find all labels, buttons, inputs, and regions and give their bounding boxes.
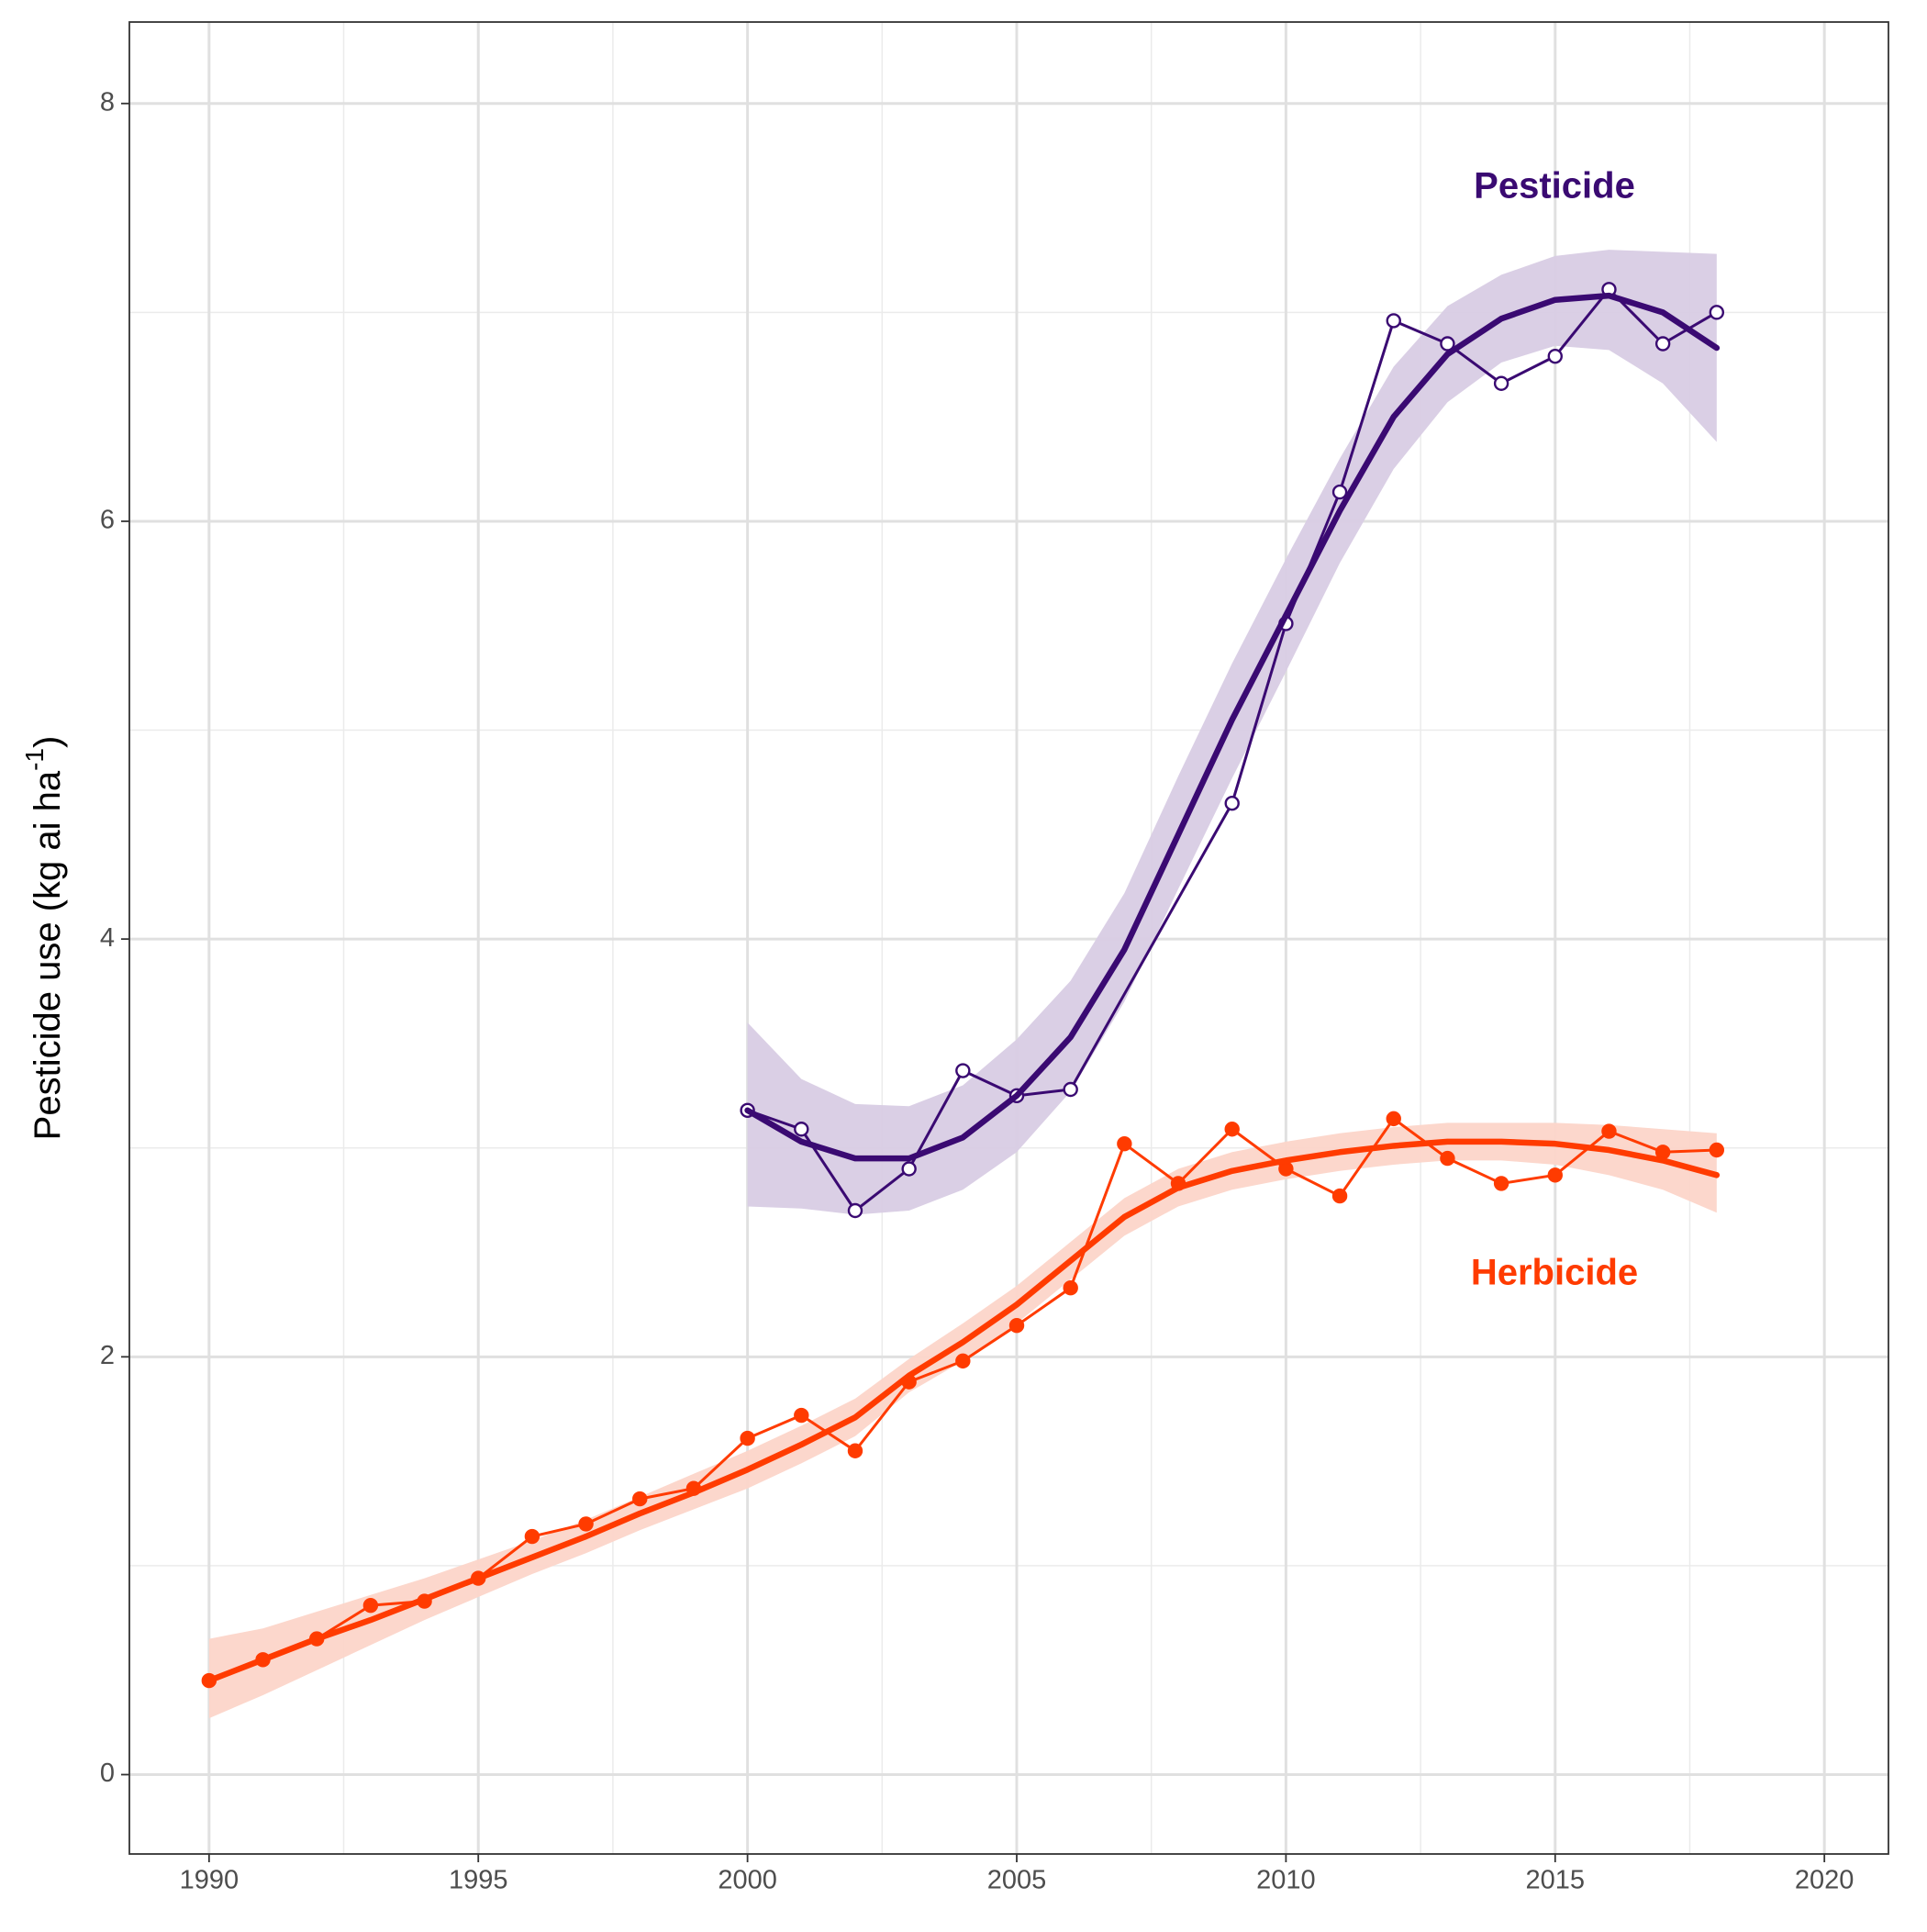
data-point <box>1547 348 1563 364</box>
y-tick-label: 8 <box>100 87 115 117</box>
x-tick-label: 2005 <box>987 1866 1047 1895</box>
x-tick-label: 1995 <box>449 1866 508 1895</box>
data-point <box>362 1597 379 1614</box>
y-tick-label: 0 <box>100 1759 115 1788</box>
data-point <box>632 1491 648 1507</box>
plot-area: Pesticide Herbicide <box>201 166 1725 1719</box>
data-point <box>1709 1142 1725 1158</box>
grid <box>129 22 1888 1854</box>
data-point <box>740 1430 755 1446</box>
data-point <box>578 1516 594 1532</box>
data-point <box>1063 1280 1078 1296</box>
fit-line <box>206 1138 1721 1684</box>
data-point <box>1709 305 1725 320</box>
data-point <box>847 1202 863 1219</box>
x-tick-label: 2020 <box>1795 1866 1855 1895</box>
data-point <box>1386 313 1401 329</box>
data-point <box>794 1122 809 1137</box>
y-axis-title-text: Pesticide use (kg ai ha <box>28 770 68 1140</box>
data-point <box>1224 1122 1240 1137</box>
data-point <box>1601 1123 1617 1139</box>
data-point <box>955 1353 971 1369</box>
data-point <box>794 1407 809 1424</box>
data-point <box>1440 1150 1455 1167</box>
data-point <box>1654 336 1671 352</box>
data-point <box>1440 336 1455 352</box>
confidence-band <box>747 250 1717 1215</box>
series-label: Herbicide <box>1471 1253 1638 1293</box>
data-point <box>1386 1111 1401 1127</box>
y-tick-label: 6 <box>100 506 115 535</box>
fit-line <box>744 292 1721 1162</box>
y-axis-title-suffix: ) <box>28 736 68 748</box>
series-label: Pesticide <box>1474 166 1635 207</box>
y-tick-label: 2 <box>100 1341 115 1370</box>
x-tick-label: 2015 <box>1526 1866 1586 1895</box>
data-point <box>1063 1081 1078 1098</box>
y-tick-label: 4 <box>100 923 115 953</box>
data-point <box>1008 1317 1025 1334</box>
x-tick-label: 1990 <box>180 1866 239 1895</box>
data-point <box>524 1528 540 1545</box>
x-tick-label: 2000 <box>718 1866 777 1895</box>
data-point <box>901 1161 917 1177</box>
data-point <box>1493 375 1509 391</box>
panel-border <box>128 21 1889 1855</box>
axes: 1990 1995 2000 2005 2010 2015 2020 0 2 4 6 8 <box>100 87 1855 1894</box>
y-axis-title: Pesticide use (kg ai ha-1) <box>20 736 67 1141</box>
data-point <box>847 1443 863 1458</box>
data-point <box>955 1063 971 1078</box>
x-tick-label: 2010 <box>1256 1866 1316 1895</box>
data-point <box>1493 1176 1509 1191</box>
data-point <box>1331 484 1348 500</box>
data-point <box>1117 1135 1132 1152</box>
data-point <box>1547 1167 1563 1183</box>
data-point <box>1331 1188 1348 1204</box>
y-axis-title-superscript: -1 <box>20 748 49 771</box>
data-point <box>1224 796 1240 811</box>
